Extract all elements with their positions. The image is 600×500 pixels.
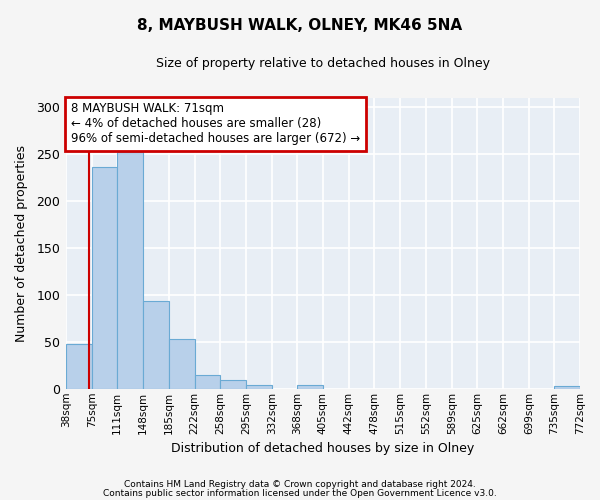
Bar	[66, 344, 92, 389]
Bar	[92, 168, 117, 389]
Bar	[194, 374, 220, 389]
Bar	[246, 385, 272, 389]
Bar	[117, 152, 143, 389]
Text: 8, MAYBUSH WALK, OLNEY, MK46 5NA: 8, MAYBUSH WALK, OLNEY, MK46 5NA	[137, 18, 463, 32]
Text: 8 MAYBUSH WALK: 71sqm
← 4% of detached houses are smaller (28)
96% of semi-detac: 8 MAYBUSH WALK: 71sqm ← 4% of detached h…	[71, 102, 360, 146]
Y-axis label: Number of detached properties: Number of detached properties	[15, 145, 28, 342]
Bar	[554, 386, 580, 389]
X-axis label: Distribution of detached houses by size in Olney: Distribution of detached houses by size …	[171, 442, 475, 455]
Text: Contains HM Land Registry data © Crown copyright and database right 2024.: Contains HM Land Registry data © Crown c…	[124, 480, 476, 489]
Bar	[169, 339, 194, 389]
Text: Contains public sector information licensed under the Open Government Licence v3: Contains public sector information licen…	[103, 489, 497, 498]
Bar	[297, 385, 323, 389]
Bar	[220, 380, 246, 389]
Bar	[143, 300, 169, 389]
Title: Size of property relative to detached houses in Olney: Size of property relative to detached ho…	[156, 58, 490, 70]
